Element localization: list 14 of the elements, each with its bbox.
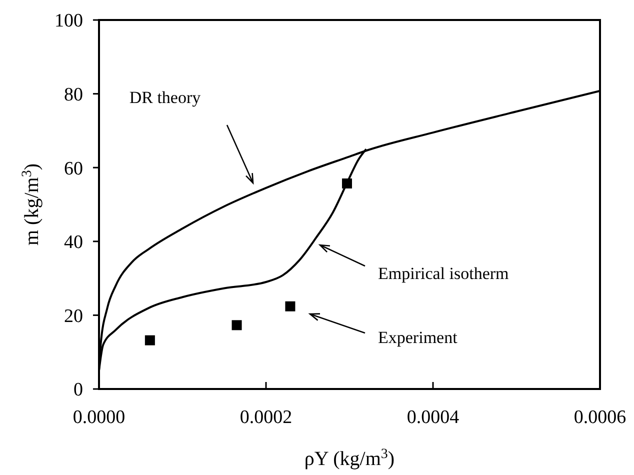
x-tick-label: 0.0000 xyxy=(72,407,126,428)
y-tick-label: 100 xyxy=(54,10,83,32)
y-tick-label: 40 xyxy=(64,232,83,254)
y-tick-label: 80 xyxy=(64,84,83,106)
x-axis-title: ρY (kg/m$^{3}$) xyxy=(304,446,395,470)
x-tick-label: 0.0002 xyxy=(240,407,292,428)
x-tick-label: 0.0004 xyxy=(406,407,460,428)
y-tick-label: 20 xyxy=(64,306,83,327)
y-tick-label: 0 xyxy=(74,380,83,401)
x-tick-label: 0.0006 xyxy=(574,407,626,428)
annotation: DR theory xyxy=(129,88,202,107)
annotation: Empirical isotherm xyxy=(378,264,509,283)
annotation: Experiment xyxy=(378,328,458,347)
y-tick-label: 60 xyxy=(64,158,83,180)
